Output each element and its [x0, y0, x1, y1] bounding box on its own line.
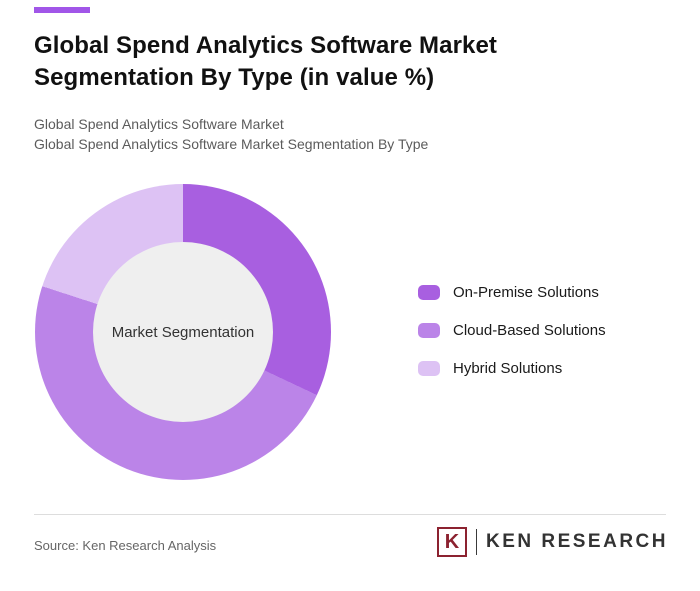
- legend-item: Hybrid Solutions: [418, 360, 606, 377]
- donut-center-label: Market Segmentation: [111, 323, 255, 341]
- legend: On-Premise Solutions Cloud-Based Solution…: [418, 284, 606, 377]
- legend-item: On-Premise Solutions: [418, 284, 606, 301]
- donut-chart: Market Segmentation: [35, 184, 331, 480]
- logo-k-letter: K: [444, 531, 460, 553]
- legend-swatch: [418, 285, 440, 300]
- legend-label: Hybrid Solutions: [453, 360, 563, 377]
- legend-item: Cloud-Based Solutions: [418, 322, 606, 339]
- page-title: Global Spend Analytics Software Market S…: [34, 32, 498, 91]
- legend-swatch: [418, 361, 440, 376]
- logo-k-box: K: [436, 527, 467, 557]
- legend-swatch: [418, 323, 440, 338]
- ken-research-logo: K KEN RESEARCH: [436, 527, 668, 557]
- source-text: Source: Ken Research Analysis: [34, 538, 217, 553]
- donut-hole: Market Segmentation: [93, 242, 273, 422]
- accent-bar: [34, 7, 90, 13]
- legend-label: Cloud-Based Solutions: [453, 322, 606, 339]
- legend-label: On-Premise Solutions: [453, 284, 599, 301]
- logo-separator: [475, 529, 477, 555]
- logo-brand-text: KEN RESEARCH: [485, 531, 668, 552]
- subtitle-market: Global Spend Analytics Software Market: [34, 116, 284, 132]
- subtitle-segmentation: Global Spend Analytics Software Market S…: [34, 136, 429, 152]
- footer-divider: [34, 514, 666, 515]
